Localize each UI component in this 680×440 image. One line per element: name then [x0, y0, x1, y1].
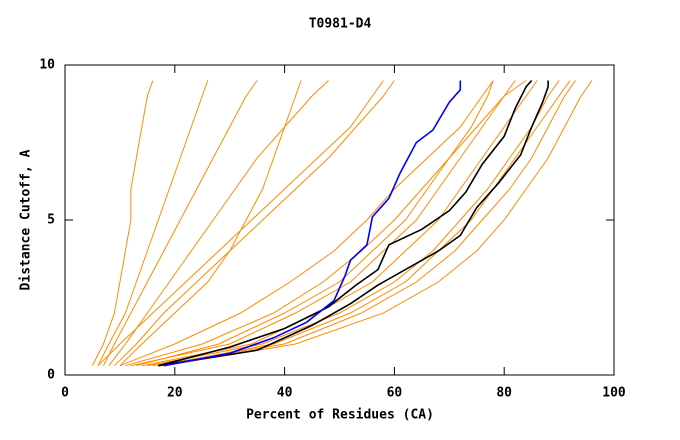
curve	[163, 80, 462, 367]
curve	[108, 80, 329, 367]
curve	[97, 80, 209, 366]
curve	[152, 80, 576, 367]
y-tick-label: 10	[39, 58, 55, 73]
y-tick-label: 5	[47, 213, 55, 228]
curve	[158, 80, 571, 367]
x-tick-label: 100	[602, 386, 626, 401]
curve	[102, 80, 258, 366]
x-tick-label: 20	[167, 386, 183, 401]
curve	[158, 80, 549, 367]
curve	[136, 80, 494, 367]
curve	[163, 80, 593, 367]
curve	[158, 79, 533, 367]
curve	[119, 80, 302, 367]
x-axis-label: Percent of Residues (CA)	[246, 408, 434, 423]
curve	[92, 80, 154, 366]
y-tick-label: 0	[47, 368, 55, 383]
x-tick-label: 0	[61, 386, 69, 401]
curve	[114, 80, 395, 367]
x-tick-label: 80	[496, 386, 512, 401]
x-tick-label: 60	[387, 386, 403, 401]
y-axis-label: Distance Cutoff, A	[19, 149, 34, 290]
curve	[130, 80, 516, 367]
curve	[119, 80, 494, 367]
chart-title: T0981-D4	[309, 17, 372, 32]
x-tick-label: 40	[277, 386, 293, 401]
curve	[97, 80, 384, 367]
curve	[141, 80, 538, 367]
curve	[125, 80, 527, 367]
curve	[147, 80, 560, 367]
